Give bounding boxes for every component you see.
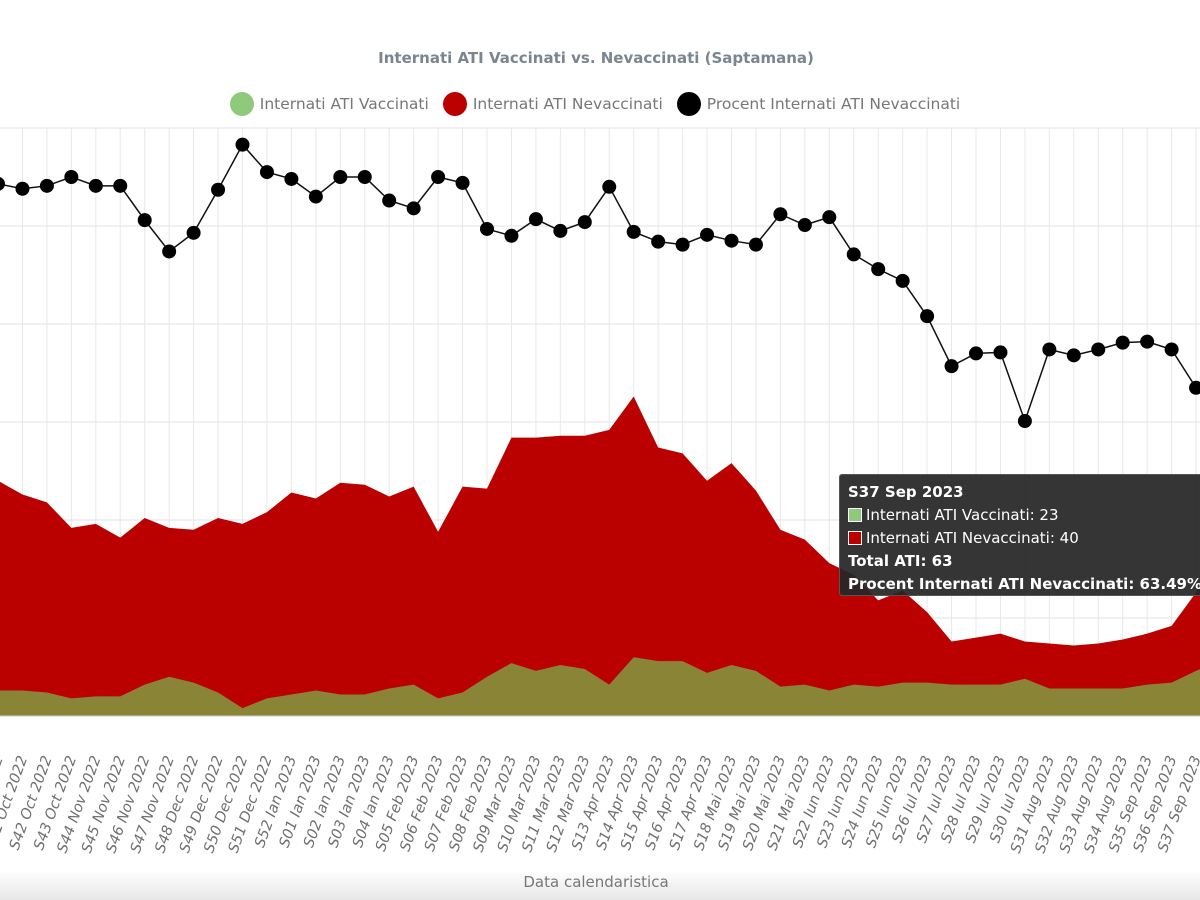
percent-point[interactable]: [259, 165, 274, 180]
percent-point[interactable]: [895, 273, 910, 288]
percent-point[interactable]: [822, 210, 837, 225]
percent-point[interactable]: [431, 170, 446, 184]
percent-point[interactable]: [700, 227, 715, 242]
percent-point[interactable]: [773, 207, 788, 222]
percent-point[interactable]: [15, 181, 30, 196]
percent-point[interactable]: [211, 182, 226, 197]
tooltip-value: Internati ATI Nevaccinati: 40: [866, 529, 1079, 547]
percent-point[interactable]: [162, 244, 177, 259]
percent-point[interactable]: [1042, 342, 1057, 357]
percent-point[interactable]: [969, 346, 983, 361]
percent-point[interactable]: [553, 223, 568, 238]
legend-item-nevaccinati[interactable]: Internati ATI Nevaccinati: [442, 92, 663, 116]
percent-point[interactable]: [406, 201, 421, 216]
percent-line: [0, 137, 1200, 429]
legend-marker-nevaccinati: [442, 92, 467, 116]
legend: Internati ATI Vaccinati Internati ATI Ne…: [0, 92, 1190, 116]
percent-point[interactable]: [1164, 342, 1179, 357]
percent-point[interactable]: [1066, 348, 1081, 363]
percent-point[interactable]: [748, 237, 763, 252]
x-axis-title: Data calendaristica: [523, 873, 669, 891]
tooltip: S37 Sep 2023 Internati ATI Vaccinati: 23…: [839, 474, 1200, 596]
percent-point[interactable]: [64, 170, 79, 184]
percent-point[interactable]: [186, 225, 201, 240]
percent-point[interactable]: [504, 228, 519, 243]
percent-point[interactable]: [455, 175, 470, 190]
percent-point[interactable]: [602, 179, 617, 194]
percent-point[interactable]: [846, 247, 861, 262]
percent-point[interactable]: [235, 137, 250, 152]
legend-item-vaccinati[interactable]: Internati ATI Vaccinati: [229, 92, 429, 116]
percent-point[interactable]: [1189, 380, 1200, 395]
legend-marker-procent: [676, 92, 701, 116]
percent-point[interactable]: [284, 171, 299, 186]
percent-point[interactable]: [137, 213, 152, 228]
percent-point[interactable]: [308, 189, 323, 204]
percent-point[interactable]: [88, 178, 103, 193]
percent-point[interactable]: [651, 234, 666, 249]
legend-label: Procent Internati ATI Nevaccinati: [706, 95, 961, 113]
swatch-icon: [848, 508, 862, 522]
areas: [0, 396, 1200, 717]
legend-label: Internati ATI Nevaccinati: [472, 95, 663, 113]
percent-point[interactable]: [626, 224, 641, 239]
area-nevaccinati: [0, 396, 1200, 716]
percent-point[interactable]: [382, 193, 397, 208]
percent-point[interactable]: [1017, 414, 1032, 429]
percent-point[interactable]: [675, 237, 690, 252]
legend-label: Internati ATI Vaccinati: [259, 95, 429, 113]
chart-title: Internati ATI Vaccinati vs. Nevaccinati …: [378, 49, 814, 67]
tooltip-value: Internati ATI Vaccinati: 23: [866, 506, 1059, 524]
percent-point[interactable]: [871, 262, 886, 277]
percent-point[interactable]: [39, 178, 54, 193]
legend-item-procent[interactable]: Procent Internati ATI Nevaccinati: [676, 92, 961, 116]
tooltip-row-vaccinati: Internati ATI Vaccinati: 23: [848, 504, 1200, 527]
percent-point[interactable]: [920, 309, 935, 324]
percent-point[interactable]: [1140, 334, 1155, 349]
tooltip-total: Total ATI: 63: [848, 552, 953, 570]
tooltip-row-nevaccinati: Internati ATI Nevaccinati: 40: [848, 527, 1200, 550]
percent-point[interactable]: [1091, 342, 1106, 357]
tooltip-title: S37 Sep 2023: [848, 483, 964, 501]
percent-point[interactable]: [480, 221, 494, 236]
swatch-icon: [848, 531, 862, 545]
percent-point[interactable]: [944, 359, 959, 374]
tooltip-percent: Procent Internati ATI Nevaccinati: 63.49…: [848, 575, 1200, 593]
percent-point[interactable]: [528, 212, 543, 227]
percent-point[interactable]: [357, 170, 372, 184]
percent-point[interactable]: [724, 233, 739, 248]
percent-point[interactable]: [113, 178, 128, 193]
percent-point[interactable]: [0, 177, 5, 191]
percent-point[interactable]: [797, 218, 812, 233]
percent-point[interactable]: [577, 215, 592, 230]
legend-marker-vaccinati: [229, 92, 254, 116]
percent-point[interactable]: [1115, 335, 1130, 350]
percent-line-path: [0, 143, 1197, 424]
area-vaccinati: [0, 657, 1200, 716]
percent-point[interactable]: [993, 345, 1008, 360]
percent-point[interactable]: [333, 170, 348, 184]
